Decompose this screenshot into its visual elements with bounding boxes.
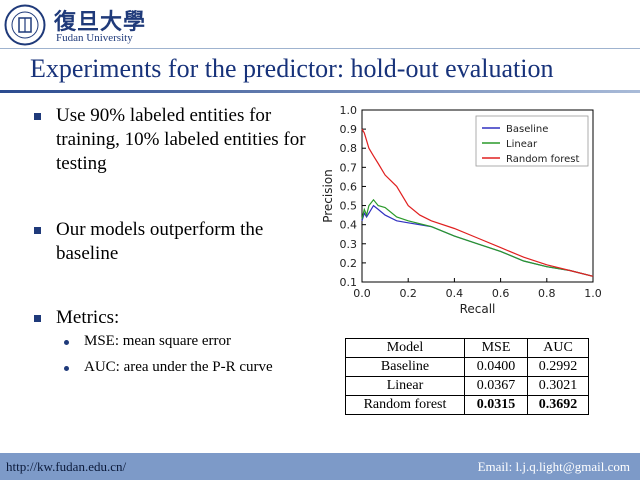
cell-auc: 0.3692 xyxy=(527,395,589,415)
x-tick-label: 1.0 xyxy=(584,287,602,300)
y-tick-label: 1.0 xyxy=(340,104,358,117)
column-header-model: Model xyxy=(345,338,465,358)
sub-bullet-text: AUC: area under the P-R curve xyxy=(84,359,273,375)
x-tick-label: 0.4 xyxy=(446,287,464,300)
fudan-logo-seal xyxy=(4,4,46,46)
bullet-dot-icon xyxy=(64,340,69,345)
cell-model: Linear xyxy=(345,376,465,396)
footer-email: Email: l.j.q.light@gmail.com xyxy=(477,459,630,474)
logo-english-name: Fudan University xyxy=(56,32,133,44)
bullet-square-icon xyxy=(34,315,41,322)
y-axis-label: Precision xyxy=(321,169,335,223)
cell-auc: 0.2992 xyxy=(527,357,589,377)
column-header-auc: AUC xyxy=(527,338,589,358)
title-underline xyxy=(0,90,640,93)
cell-mse: 0.0315 xyxy=(464,395,528,415)
y-tick-label: 0.9 xyxy=(340,123,358,136)
x-tick-label: 0.2 xyxy=(399,287,417,300)
cell-mse: 0.0367 xyxy=(464,376,528,396)
cell-mse: 0.0400 xyxy=(464,357,528,377)
table-row: Baseline 0.0400 0.2992 xyxy=(345,357,589,377)
cell-auc: 0.3021 xyxy=(527,376,589,396)
logo-chinese-name: 復旦大學 xyxy=(54,9,147,34)
y-tick-label: 0.5 xyxy=(340,200,358,213)
y-tick-label: 0.3 xyxy=(340,238,358,251)
y-tick-label: 0.4 xyxy=(340,219,358,232)
legend-label: Random forest xyxy=(506,154,579,165)
y-tick-label: 0.1 xyxy=(340,276,358,289)
cell-model: Baseline xyxy=(345,357,465,377)
bullet-text: Use 90% labeled entities for training, 1… xyxy=(56,105,306,174)
y-tick-label: 0.7 xyxy=(340,161,358,174)
footer-url-link[interactable]: http://kw.fudan.edu.cn/ xyxy=(6,459,127,474)
bullet-dot-icon xyxy=(64,366,69,371)
sub-bullet-text: MSE: mean square error xyxy=(84,333,232,349)
table-row: Random forest 0.0315 0.3692 xyxy=(345,395,589,415)
precision-recall-chart: 0.0 0.2 0.4 0.6 0.8 1.0 0.1 0.2 0.3 0.4 0.5 0.6 0.7 0… xyxy=(321,104,602,316)
y-tick-label: 0.2 xyxy=(340,257,358,270)
footer-bar xyxy=(0,453,640,480)
x-tick-label: 0.0 xyxy=(353,287,371,300)
y-tick-label: 0.6 xyxy=(340,180,358,193)
series-line-random-forest xyxy=(361,128,594,277)
bullet-square-icon xyxy=(34,227,41,234)
table-header-row: Model MSE AUC xyxy=(345,338,589,358)
y-tick-label: 0.8 xyxy=(340,142,358,155)
series-line-linear xyxy=(361,198,594,277)
slide-title: Experiments for the predictor: hold-out … xyxy=(30,54,554,83)
x-tick-label: 0.8 xyxy=(538,287,556,300)
column-header-mse: MSE xyxy=(464,338,528,358)
bullet-text: Our models outperform the baseline xyxy=(56,219,264,264)
x-tick-label: 0.6 xyxy=(492,287,510,300)
bullet-square-icon xyxy=(34,113,41,120)
bullet-text: Metrics: xyxy=(56,307,120,328)
table-row: Linear 0.0367 0.3021 xyxy=(345,376,589,396)
header-divider xyxy=(0,48,640,49)
cell-model: Random forest xyxy=(345,395,465,415)
legend-label: Linear xyxy=(506,139,538,150)
x-axis-label: Recall xyxy=(460,302,496,316)
results-table: Model MSE AUC Baseline 0.0400 0.2992 Lin… xyxy=(345,338,589,415)
legend-label: Baseline xyxy=(506,124,548,135)
